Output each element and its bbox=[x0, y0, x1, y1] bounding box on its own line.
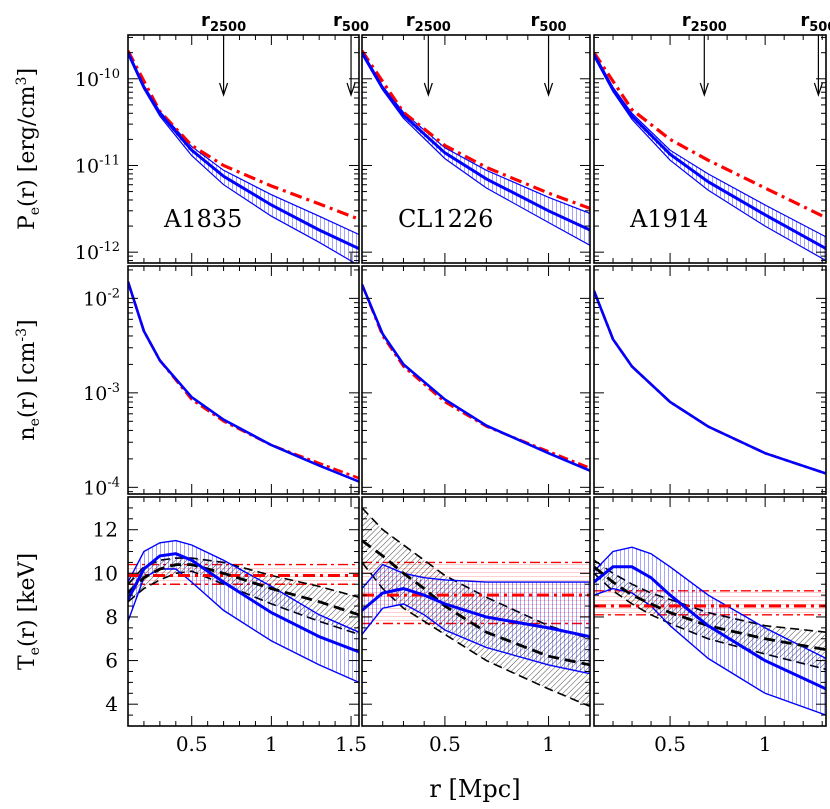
x-tick-label: 1 bbox=[265, 732, 278, 756]
y-tick-label: 8 bbox=[105, 605, 118, 629]
panel-density-cl1226 bbox=[361, 265, 591, 495]
cluster-name: A1914 bbox=[629, 205, 708, 233]
blue-band-lower bbox=[362, 603, 590, 675]
blue-band bbox=[128, 50, 359, 263]
y-axis-label: Pe(r) [erg/cm3] bbox=[14, 68, 43, 230]
black-band-lower bbox=[362, 561, 590, 708]
blue-band-upper bbox=[362, 563, 590, 590]
x-tick-label: 1 bbox=[542, 732, 555, 756]
cluster-name: A1835 bbox=[163, 205, 242, 233]
y-tick-label: 10-2 bbox=[83, 286, 120, 310]
radius-arrow-head bbox=[219, 82, 229, 97]
plot-area bbox=[594, 290, 826, 475]
y-axis-label: Te(r) [keV] bbox=[15, 553, 43, 670]
radius-arrow-head bbox=[699, 82, 709, 97]
plot-area bbox=[594, 51, 826, 262]
blue-line bbox=[362, 587, 590, 639]
red-dashdot-line bbox=[128, 281, 359, 480]
blue-band-upper bbox=[128, 539, 359, 633]
panel-frame bbox=[593, 265, 827, 495]
y-tick-label: 10-4 bbox=[83, 475, 120, 499]
blue-line bbox=[594, 290, 826, 475]
plot-area bbox=[362, 507, 590, 708]
black-line bbox=[362, 539, 590, 667]
blue-line bbox=[594, 53, 826, 250]
blue-band bbox=[594, 547, 826, 716]
y-tick-label: 10-10 bbox=[75, 67, 120, 91]
panel-frame bbox=[361, 496, 591, 727]
radius-label: r2500 bbox=[406, 10, 451, 35]
y-axis-label: ne(r) [cm-3] bbox=[14, 319, 43, 440]
red-dashdot-line bbox=[362, 284, 590, 470]
panel-density-a1914 bbox=[593, 265, 827, 495]
y-tick-label: 6 bbox=[105, 649, 118, 673]
panel-temperature-a1835: 0.5 1 1.5 4 6 8 10 12 bbox=[93, 496, 367, 756]
radius-label: r500 bbox=[531, 10, 567, 35]
panel-density-a1835: 10-2 10-3 10-4 bbox=[83, 265, 360, 499]
panel-frame bbox=[593, 34, 827, 264]
plot-area bbox=[128, 50, 359, 263]
plot-area bbox=[362, 283, 590, 472]
blue-line bbox=[362, 51, 590, 232]
x-tick-label: 0.5 bbox=[176, 732, 208, 756]
radius-arrow-head bbox=[543, 82, 554, 97]
panel-pressure-cl1226: CL1226 bbox=[361, 34, 591, 264]
black-line bbox=[128, 563, 359, 617]
panel-temperature-a1914: 0.5 1 bbox=[593, 496, 827, 756]
y-tick-label: 10-12 bbox=[75, 240, 120, 264]
blue-line bbox=[128, 52, 359, 250]
x-tick-label: 1 bbox=[759, 732, 772, 756]
panel-frame bbox=[361, 34, 591, 264]
radius-label: r2500 bbox=[201, 10, 246, 35]
black-line bbox=[594, 565, 826, 652]
x-tick-label: 0.5 bbox=[429, 732, 461, 756]
x-tick-label: 1.5 bbox=[335, 732, 367, 756]
panel-temperature-cl1226: 0.5 1 bbox=[361, 496, 591, 756]
panel-pressure-a1914: A1914 bbox=[593, 34, 827, 264]
blue-band-lower bbox=[128, 568, 359, 684]
blue-band-upper bbox=[594, 52, 826, 238]
blue-band-upper bbox=[594, 546, 826, 660]
plot-area bbox=[594, 546, 826, 716]
radius-arrow-head bbox=[346, 82, 356, 97]
y-tick-label: 10 bbox=[93, 561, 118, 585]
x-axis-label: r [Mpc] bbox=[429, 775, 520, 803]
radius-label: r500 bbox=[800, 10, 830, 35]
blue-band-upper bbox=[362, 50, 590, 214]
panel-frame bbox=[127, 265, 360, 495]
blue-band-lower bbox=[594, 587, 826, 716]
panel-pressure-a1835: 10-10 10-11 10-12 A1835 bbox=[75, 34, 360, 264]
red-dashdot-line bbox=[594, 290, 826, 475]
blue-band bbox=[362, 564, 590, 674]
blue-line bbox=[362, 283, 590, 472]
radius-label: r2500 bbox=[682, 10, 727, 35]
radius-label: r500 bbox=[333, 10, 369, 35]
black-band-lower bbox=[594, 572, 826, 671]
red-dashdot-line bbox=[362, 50, 590, 210]
panel-frame bbox=[361, 265, 591, 495]
blue-band bbox=[594, 52, 826, 261]
blue-line bbox=[128, 552, 359, 654]
panel-frame bbox=[593, 496, 827, 727]
blue-line bbox=[594, 565, 826, 691]
red-dashdot-line bbox=[594, 51, 826, 220]
radius-arrow-head bbox=[813, 82, 823, 97]
blue-band bbox=[362, 50, 590, 246]
y-tick-label: 12 bbox=[93, 518, 118, 542]
cluster-name: CL1226 bbox=[398, 205, 493, 233]
y-tick-label: 4 bbox=[105, 692, 118, 716]
plot-area bbox=[128, 281, 359, 483]
y-tick-label: 10-3 bbox=[83, 381, 120, 405]
x-tick-label: 0.5 bbox=[654, 732, 686, 756]
panel-frame bbox=[127, 496, 360, 727]
plot-area bbox=[362, 50, 590, 246]
y-axis-labels: Pe(r) [erg/cm3] ne(r) [cm-3] Te(r) [keV] bbox=[14, 68, 43, 670]
plot-area bbox=[128, 539, 359, 684]
y-tick-label: 10-11 bbox=[75, 153, 120, 177]
radius-arrow-head bbox=[423, 82, 433, 97]
blue-line bbox=[128, 281, 359, 483]
panel-frame bbox=[127, 34, 360, 264]
